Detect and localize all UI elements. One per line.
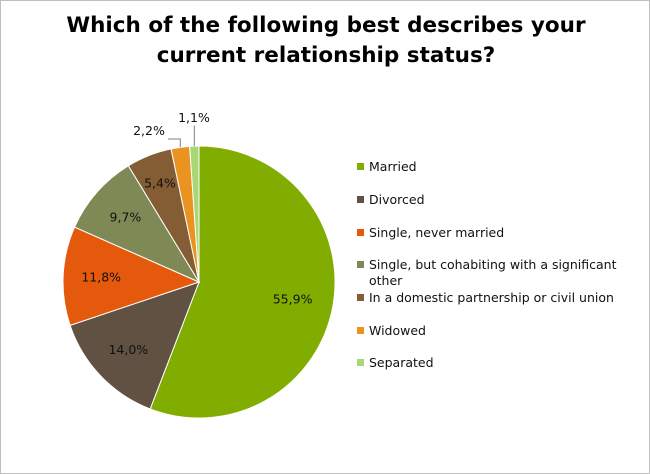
leader-line-widowed xyxy=(168,138,181,148)
legend-label-single-never-married: Single, never married xyxy=(369,225,505,240)
pie-slice-single-never-married xyxy=(62,226,201,327)
data-label-separated: 1,1% xyxy=(178,110,210,125)
data-label-single-but-cohabiting-with-a-significant-other: 9,7% xyxy=(110,209,142,224)
chart-title-line-2: current relationship status? xyxy=(156,43,496,68)
data-label-widowed: 2,2% xyxy=(133,123,165,138)
legend-swatch-single-never-married xyxy=(357,229,364,236)
legend-label-married: Married xyxy=(369,159,417,174)
pie-slice-married xyxy=(149,145,336,419)
legend-label-single-cohabiting: Single, but cohabiting with a significan… xyxy=(369,257,617,288)
legend-label-divorced: Divorced xyxy=(369,192,425,207)
chart-title: Which of the following best describes yo… xyxy=(1,11,650,71)
legend-swatch-married xyxy=(357,163,364,170)
legend-swatch-single-cohabiting xyxy=(357,261,364,268)
data-label-divorced: 14,0% xyxy=(108,342,148,357)
pie-slice-single-but-cohabiting-with-a-significant-other xyxy=(73,165,201,284)
legend-label-widowed: Widowed xyxy=(369,323,426,338)
pie-slice-divorced xyxy=(69,281,200,410)
legend-label-separated: Separated xyxy=(369,355,434,370)
legend-label-domestic-partnership: In a domestic partnership or civil union xyxy=(369,290,614,305)
data-label-married: 55,9% xyxy=(273,291,313,306)
data-label-single-never-married: 11,8% xyxy=(81,270,121,285)
legend-swatch-divorced xyxy=(357,196,364,203)
chart-title-line-1: Which of the following best describes yo… xyxy=(66,13,586,38)
legend-swatch-domestic-partnership xyxy=(357,294,364,301)
legend-swatch-separated xyxy=(357,359,364,366)
legend-swatch-widowed xyxy=(357,327,364,334)
data-label-in-a-domestic-partnership-or-civil-union: 5,4% xyxy=(144,175,176,190)
